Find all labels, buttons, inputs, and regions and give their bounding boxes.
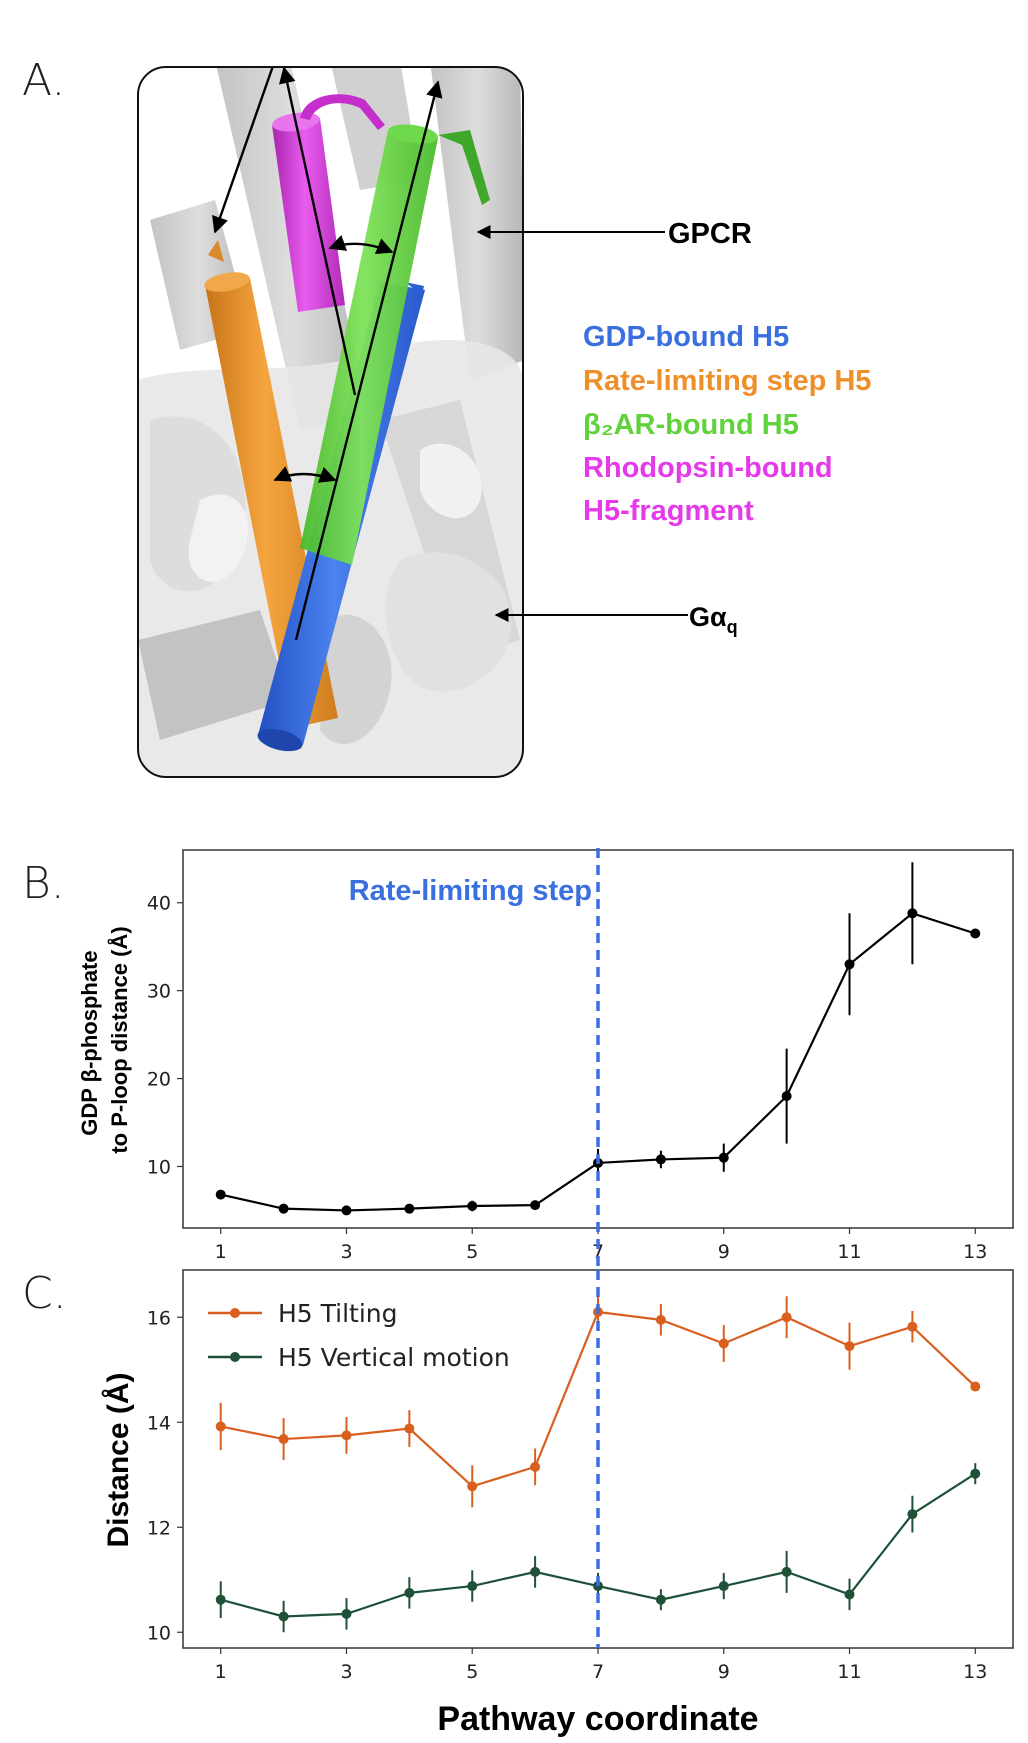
chart-c-ylabel: Distance (Å) <box>102 1372 135 1547</box>
chart-b-ylabel: GDP β-phosphate to P-loop distance (Å) <box>77 926 132 1153</box>
data-point <box>341 1608 352 1619</box>
data-point <box>844 1341 855 1352</box>
data-point <box>907 908 918 919</box>
data-point <box>655 1594 666 1605</box>
chart-c-legend: H5 Tilting H5 Vertical motion <box>208 1299 510 1372</box>
y-tick-label: 30 <box>147 981 171 1003</box>
data-point <box>215 1594 226 1605</box>
data-point <box>655 1314 666 1325</box>
data-point <box>404 1587 415 1598</box>
y-tick-label: 40 <box>147 893 171 915</box>
x-tick-label: 7 <box>592 1661 604 1683</box>
x-tick-label: 1 <box>215 1241 227 1263</box>
x-tick-label: 11 <box>837 1241 861 1263</box>
legend-label-tilting: H5 Tilting <box>278 1299 398 1328</box>
data-point <box>467 1581 478 1592</box>
x-tick-label: 3 <box>340 1661 352 1683</box>
data-point <box>970 1468 981 1479</box>
panel-c-letter: C. <box>22 1268 67 1319</box>
data-point <box>341 1430 352 1441</box>
x-tick-label: 13 <box>963 1241 987 1263</box>
legend-b2ar-bound: β₂AR-bound H5 <box>583 409 799 441</box>
data-point <box>907 1509 918 1520</box>
y-tick-label: 20 <box>147 1069 171 1091</box>
data-point <box>404 1203 415 1214</box>
galpha-label: Gαq <box>689 602 738 637</box>
data-point <box>655 1154 666 1165</box>
data-point <box>970 928 981 939</box>
panel-a-border <box>137 66 524 778</box>
helix-axes <box>212 67 443 641</box>
x-tick-label: 3 <box>340 1241 352 1263</box>
panel-b-letter: B. <box>22 858 65 909</box>
legend-marker-vertical <box>230 1352 240 1362</box>
panel-a-letter: A. <box>22 55 65 106</box>
data-point <box>781 1566 792 1577</box>
data-point <box>341 1205 352 1216</box>
x-tick-label: 7 <box>592 1241 604 1263</box>
legend-marker-tilting <box>230 1308 240 1318</box>
x-tick-label: 13 <box>963 1661 987 1683</box>
rate-limiting-step-annotation: Rate-limiting step <box>349 875 592 907</box>
x-tick-label: 9 <box>718 1661 730 1683</box>
data-point <box>718 1581 729 1592</box>
structure-image <box>138 67 523 777</box>
x-tick-label: 9 <box>718 1241 730 1263</box>
structure-legend: GDP-bound H5 Rate-limiting step H5 β₂AR-… <box>583 321 871 527</box>
data-point <box>844 1589 855 1600</box>
data-point <box>278 1434 289 1445</box>
data-point <box>593 1581 603 1592</box>
data-point <box>215 1421 226 1432</box>
data-point <box>467 1201 478 1212</box>
data-point <box>781 1091 792 1102</box>
y-tick-label: 12 <box>147 1517 171 1539</box>
data-point <box>404 1423 415 1434</box>
data-point <box>970 1381 981 1392</box>
data-point <box>278 1203 289 1214</box>
legend-label-vertical: H5 Vertical motion <box>278 1343 510 1372</box>
data-point <box>718 1152 729 1163</box>
data-point <box>907 1321 918 1332</box>
y-tick-label: 16 <box>147 1307 171 1329</box>
legend-gdp-bound: GDP-bound H5 <box>583 321 789 353</box>
data-point <box>467 1481 478 1492</box>
data-point <box>530 1200 541 1211</box>
y-tick-label: 10 <box>147 1156 171 1178</box>
legend-rate-limiting: Rate-limiting step H5 <box>583 365 871 397</box>
data-point <box>278 1611 289 1622</box>
data-point <box>530 1566 541 1577</box>
data-point <box>781 1312 792 1323</box>
x-tick-label: 1 <box>215 1661 227 1683</box>
x-tick-label: 5 <box>466 1661 478 1683</box>
data-point <box>844 959 855 970</box>
x-tick-label: 5 <box>466 1241 478 1263</box>
data-point <box>530 1461 541 1472</box>
gpcr-label: GPCR <box>668 218 752 250</box>
y-tick-label: 10 <box>147 1622 171 1644</box>
data-point <box>718 1338 729 1349</box>
x-tick-label: 11 <box>837 1661 861 1683</box>
legend-h5-fragment: H5-fragment <box>583 495 754 527</box>
y-tick-label: 14 <box>147 1412 171 1434</box>
legend-rhodopsin-bound: Rhodopsin-bound <box>583 452 833 484</box>
data-point <box>215 1189 226 1200</box>
chart-c-xlabel: Pathway coordinate <box>437 1700 758 1738</box>
